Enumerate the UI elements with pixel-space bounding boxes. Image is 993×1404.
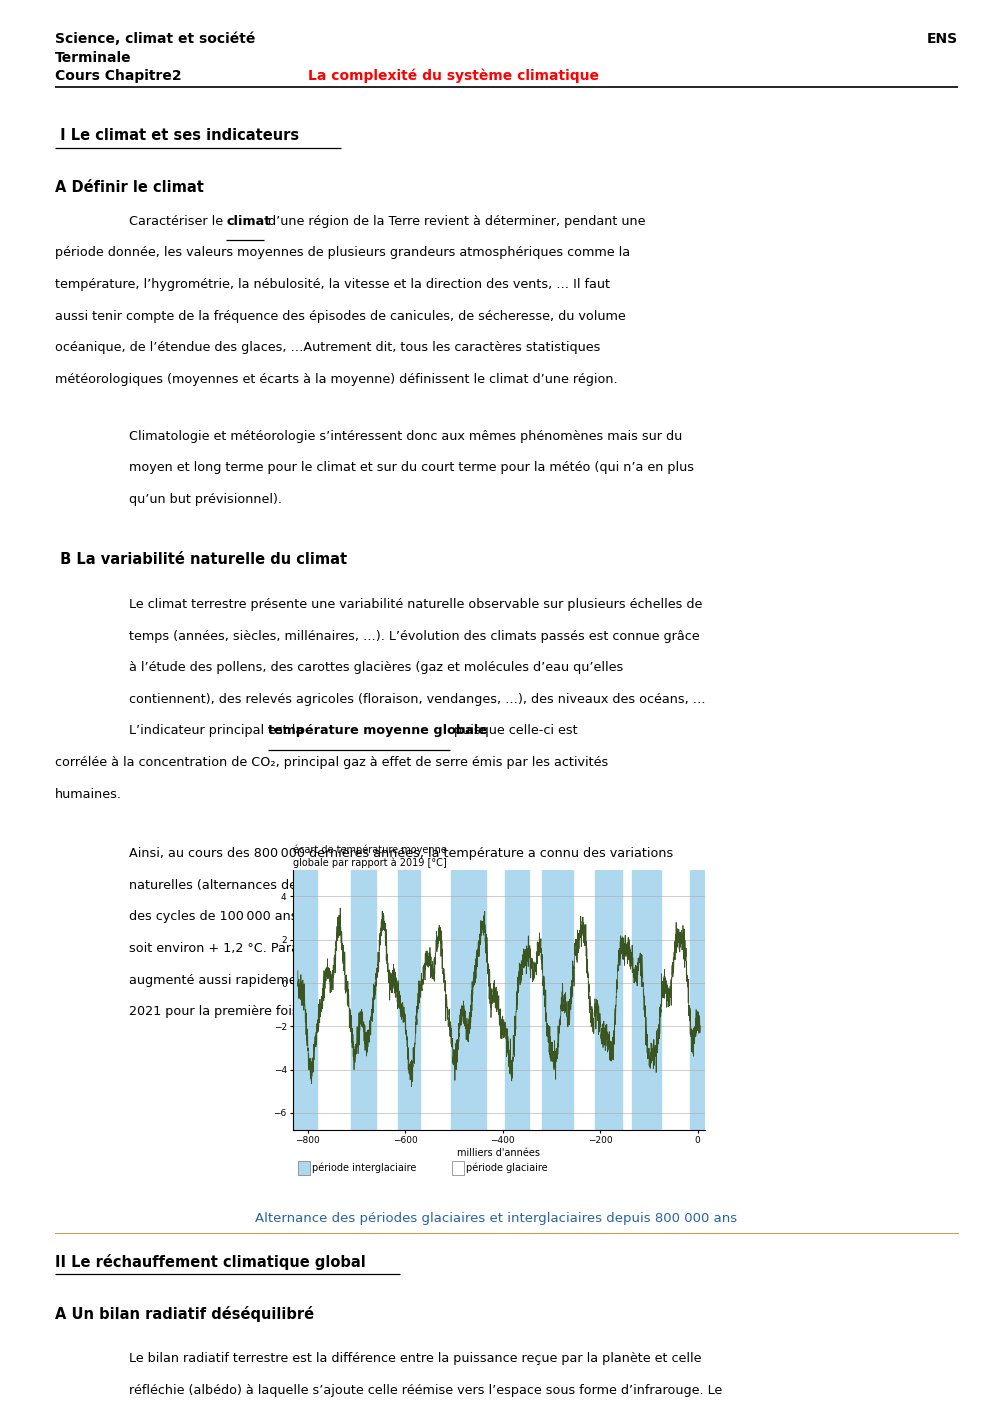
Text: Science, climat et société: Science, climat et société	[55, 32, 255, 46]
Text: corrélée à la concentration de CO₂, principal gaz à effet de serre émis par les : corrélée à la concentration de CO₂, prin…	[55, 755, 608, 769]
Text: moyen et long terme pour le climat et sur du court terme pour la météo (qui n’a : moyen et long terme pour le climat et su…	[129, 461, 694, 475]
Text: naturelles (alternances de périodes glaciaires froides et interglaciaires plus c: naturelles (alternances de périodes glac…	[129, 879, 694, 892]
Text: augmenté aussi rapidement qu’actuellement : le seuil des 420 ppm a été dépassé e: augmenté aussi rapidement qu’actuellemen…	[129, 974, 676, 987]
Text: à l’étude des pollens, des carottes glacières (gaz et molécules d’eau qu’elles: à l’étude des pollens, des carottes glac…	[129, 661, 624, 674]
X-axis label: milliers d'années: milliers d'années	[458, 1148, 540, 1158]
Text: climat: climat	[226, 215, 271, 227]
Text: soit environ + 1,2 °C. Parallèlement, jamais la concentration atmosphérique en C: soit environ + 1,2 °C. Parallèlement, ja…	[129, 942, 691, 955]
Text: humaines.: humaines.	[55, 788, 121, 800]
Bar	[352, 870, 375, 1130]
Bar	[690, 870, 705, 1130]
Text: période glaciaire: période glaciaire	[466, 1163, 547, 1172]
Bar	[595, 870, 623, 1130]
Bar	[541, 870, 573, 1130]
Text: aussi tenir compte de la fréquence des épisodes de canicules, de sécheresse, du : aussi tenir compte de la fréquence des é…	[55, 310, 626, 323]
Text: qu’un but prévisionnel).: qu’un but prévisionnel).	[129, 493, 282, 505]
Text: Caractériser le: Caractériser le	[129, 215, 227, 227]
Text: Le bilan radiatif terrestre est la différence entre la puissance reçue par la pl: Le bilan radiatif terrestre est la diffé…	[129, 1352, 702, 1365]
Text: météorologiques (moyennes et écarts à la moyenne) définissent le climat d’une ré: météorologiques (moyennes et écarts à la…	[55, 373, 618, 386]
Text: océanique, de l’étendue des glaces, …Autrement dit, tous les caractères statisti: océanique, de l’étendue des glaces, …Aut…	[55, 341, 600, 354]
Text: Ainsi, au cours des 800 000 dernières années, la température a connu des variati: Ainsi, au cours des 800 000 dernières an…	[129, 848, 673, 861]
Text: A Un bilan radiatif déséquilibré: A Un bilan radiatif déséquilibré	[55, 1306, 314, 1323]
Bar	[293, 870, 318, 1130]
Text: ENS: ENS	[927, 32, 958, 46]
Text: II Le réchauffement climatique global: II Le réchauffement climatique global	[55, 1254, 365, 1269]
Text: Cours Chapitre2: Cours Chapitre2	[55, 69, 182, 83]
Bar	[632, 870, 661, 1130]
Text: La complexité du système climatique: La complexité du système climatique	[308, 69, 599, 83]
Bar	[398, 870, 420, 1130]
Text: puisque celle-ci est: puisque celle-ci est	[450, 724, 578, 737]
Text: température, l’hygrométrie, la nébulosité, la vitesse et la direction des vents,: température, l’hygrométrie, la nébulosit…	[55, 278, 610, 291]
Text: période donnée, les valeurs moyennes de plusieurs grandeurs atmosphériques comme: période donnée, les valeurs moyennes de …	[55, 247, 630, 260]
Bar	[452, 870, 486, 1130]
Text: 2021 pour la première fois depuis 800 000 ans.: 2021 pour la première fois depuis 800 00…	[129, 1005, 432, 1018]
Text: période interglaciaire: période interglaciaire	[312, 1163, 416, 1172]
Text: contiennent), des relevés agricoles (floraison, vendanges, …), des niveaux des o: contiennent), des relevés agricoles (flo…	[129, 692, 706, 706]
Text: Alternance des périodes glaciaires et interglaciaires depuis 800 000 ans: Alternance des périodes glaciaires et in…	[255, 1212, 738, 1224]
Text: Climatologie et météorologie s’intéressent donc aux mêmes phénomènes mais sur du: Climatologie et météorologie s’intéresse…	[129, 430, 682, 442]
Text: A Définir le climat: A Définir le climat	[55, 180, 204, 195]
Text: temps (années, siècles, millénaires, …). L’évolution des climats passés est conn: temps (années, siècles, millénaires, …).…	[129, 629, 700, 643]
Bar	[505, 870, 529, 1130]
Text: B La variabilité naturelle du climat: B La variabilité naturelle du climat	[55, 552, 347, 567]
Text: d’une région de la Terre revient à déterminer, pendant une: d’une région de la Terre revient à déter…	[264, 215, 645, 227]
Text: L’indicateur principal est la: L’indicateur principal est la	[129, 724, 308, 737]
Text: Le climat terrestre présente une variabilité naturelle observable sur plusieurs : Le climat terrestre présente une variabi…	[129, 598, 702, 611]
Text: température moyenne globale: température moyenne globale	[268, 724, 487, 737]
Text: réfléchie (albédo) à laquelle s’ajoute celle réémise vers l’espace sous forme d’: réfléchie (albédo) à laquelle s’ajoute c…	[129, 1384, 722, 1397]
Text: des cycles de 100 000 ans) mais jamais aussi rapides depuis le début de l’ère in: des cycles de 100 000 ans) mais jamais a…	[129, 911, 703, 924]
Text: Terminale: Terminale	[55, 51, 131, 65]
Text: I Le climat et ses indicateurs: I Le climat et ses indicateurs	[55, 128, 299, 143]
Text: écart de température moyenne
globale par rapport à 2019 [°C]: écart de température moyenne globale par…	[293, 845, 447, 868]
